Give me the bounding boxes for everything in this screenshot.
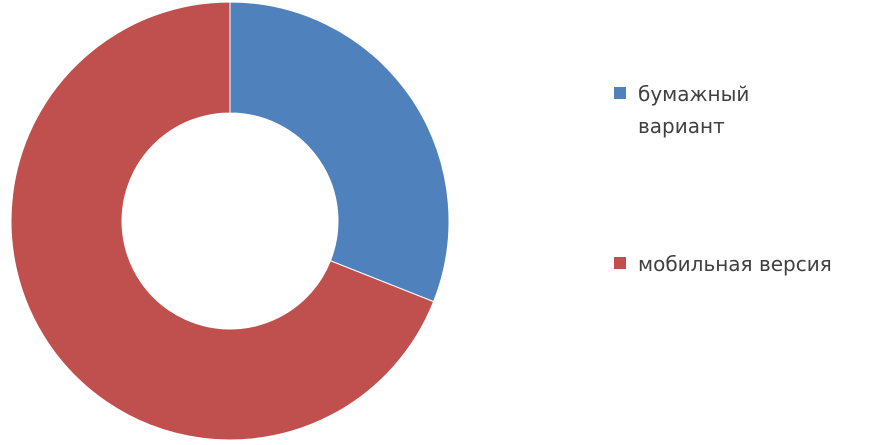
legend-swatch-paper: [614, 87, 626, 99]
legend-label-paper: бумажный вариант: [638, 82, 750, 138]
legend-item-paper: бумажный вариант: [614, 78, 798, 142]
slice-paper: [229, 1, 450, 303]
legend-item-mobile: мобильная версия: [614, 248, 832, 280]
legend-swatch-mobile: [614, 257, 626, 269]
legend-label-mobile: мобильная версия: [638, 252, 832, 276]
slice-mobile: [10, 1, 435, 441]
